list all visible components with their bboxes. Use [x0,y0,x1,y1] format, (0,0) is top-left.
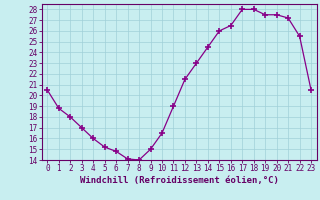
X-axis label: Windchill (Refroidissement éolien,°C): Windchill (Refroidissement éolien,°C) [80,176,279,185]
